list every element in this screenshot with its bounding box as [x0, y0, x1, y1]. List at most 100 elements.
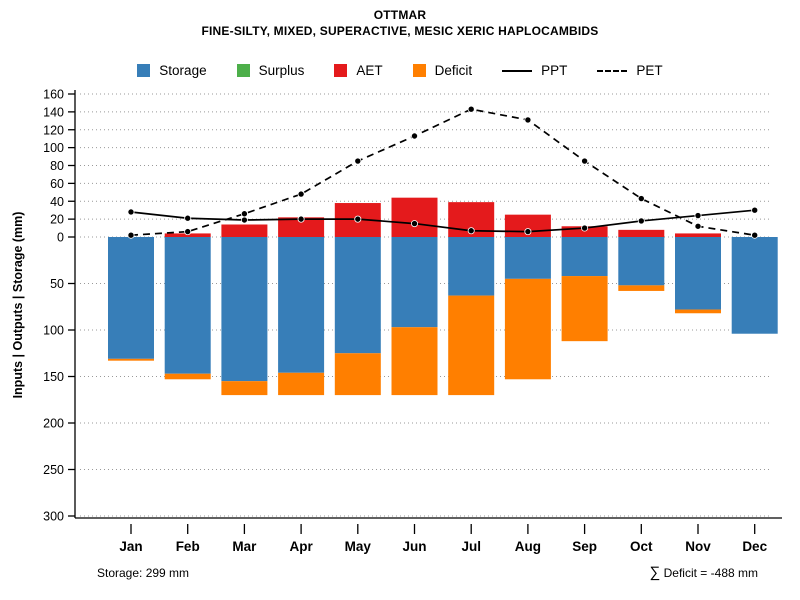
legend-item-pet: PET: [597, 63, 663, 78]
x-axis: Jan Feb Mar Apr May Jun Jul Aug Sep Oct Nov Dec: [75, 517, 782, 554]
aet-bar: [618, 229, 665, 237]
ppt-marker: [637, 217, 645, 225]
pet-marker: [637, 195, 645, 203]
ppt-marker: [297, 215, 305, 223]
ppt-swatch-icon: [502, 69, 533, 72]
storage-bar: [675, 237, 721, 310]
y-tick-label: 100: [43, 324, 64, 338]
y-tick-label: 160: [43, 88, 64, 102]
ppt-line: [127, 206, 759, 236]
storage-bar: [391, 237, 438, 328]
y-tick-label: 100: [43, 141, 64, 155]
deficit-bar: [618, 285, 665, 291]
y-tick-label: 60: [50, 177, 64, 191]
y-axis-ticks: 0 20 40 60 80 100 120 140 160 50 100 150 200 250 300: [43, 88, 75, 524]
y-tick-label: 20: [50, 213, 64, 227]
aet-bar: [561, 226, 608, 237]
pet-marker: [354, 157, 362, 165]
deficit-bar: [278, 372, 325, 396]
legend-label: Surplus: [258, 63, 305, 78]
pet-marker: [184, 228, 192, 236]
pet-marker: [694, 222, 702, 230]
legend-label: AET: [356, 63, 383, 78]
legend-item-surplus: Surplus: [236, 63, 305, 78]
storage-bar: [448, 237, 495, 296]
x-tick-label-jul: Jul: [461, 539, 481, 554]
ppt-marker: [240, 216, 248, 224]
pet-marker: [524, 116, 532, 124]
y-tick-label: 0: [57, 231, 64, 245]
y-axis: 0 20 40 60 80 100 120 140 160 50 100 150 200 250 300 In…: [11, 88, 76, 524]
pet-marker: [581, 157, 589, 165]
x-tick-label-nov: Nov: [685, 539, 711, 554]
ppt-marker: [127, 208, 135, 216]
aet-swatch-icon: [334, 64, 348, 77]
legend-label: Storage: [159, 63, 207, 78]
ppt-marker: [524, 228, 532, 236]
legend-item-aet: AET: [334, 63, 383, 78]
y-tick-label: 140: [43, 105, 64, 119]
aet-bar: [278, 217, 325, 237]
legend-label: PPT: [541, 63, 568, 78]
legend-item-deficit: Deficit: [412, 63, 473, 78]
deficit-swatch-icon: [412, 64, 426, 77]
deficit-bar: [561, 276, 608, 342]
chart-subtitle: FINE-SILTY, MIXED, SUPERACTIVE, MESIC XE…: [201, 24, 599, 38]
storage-bar: [618, 237, 665, 286]
storage-bar: [731, 237, 778, 334]
deficit-bar: [504, 278, 551, 380]
pet-marker: [297, 190, 305, 198]
storage-bar: [334, 237, 381, 354]
x-tick-label-oct: Oct: [630, 539, 653, 554]
y-tick-label: 40: [50, 195, 64, 209]
pet-marker: [240, 210, 248, 218]
deficit-bar: [108, 358, 154, 361]
y-tick-label: 250: [43, 463, 64, 477]
surplus-swatch-icon: [236, 64, 250, 77]
sigma-symbol: ∑: [649, 564, 661, 581]
deficit-bar: [448, 295, 495, 396]
y-tick-label: 50: [50, 277, 64, 291]
pet-marker: [127, 231, 135, 239]
title-block: OTTMAR FINE-SILTY, MIXED, SUPERACTIVE, M…: [0, 8, 800, 38]
x-tick-label-apr: Apr: [289, 539, 313, 554]
deficit-bar: [675, 309, 721, 314]
legend-label: Deficit: [434, 63, 473, 78]
storage-bar: [108, 237, 154, 359]
aet-bar: [675, 233, 721, 237]
x-tick-label-jan: Jan: [119, 539, 142, 554]
pet-marker: [751, 231, 759, 239]
aet-bar: [391, 197, 438, 237]
storage-bar: [221, 237, 268, 382]
legend-item-storage: Storage: [137, 63, 207, 78]
pet-swatch-icon: [597, 69, 628, 72]
chart-legend: Storage Surplus AET Deficit PPT PET: [0, 63, 800, 78]
bars: [108, 197, 778, 396]
ppt-marker: [354, 215, 362, 223]
chart-title: OTTMAR: [373, 8, 427, 22]
y-tick-label: 150: [43, 370, 64, 384]
deficit-bar: [334, 353, 381, 396]
ppt-marker: [410, 220, 418, 228]
deficit-bar: [164, 373, 211, 380]
x-tick-label-dec: Dec: [742, 539, 767, 554]
ppt-marker: [581, 224, 589, 232]
pet-marker: [467, 105, 475, 113]
x-tick-label-feb: Feb: [176, 539, 200, 554]
x-tick-label-sep: Sep: [572, 539, 597, 554]
aet-bar: [221, 224, 268, 237]
deficit-sum-note: ∑ Deficit = -488 mm: [650, 564, 758, 581]
deficit-sum-text: Deficit = -488 mm: [660, 566, 758, 580]
storage-swatch-icon: [137, 64, 151, 77]
x-tick-label-jun: Jun: [402, 539, 426, 554]
storage-bar: [164, 237, 211, 374]
y-tick-label: 120: [43, 123, 64, 137]
y-tick-label: 300: [43, 510, 64, 524]
ppt-marker: [467, 227, 475, 235]
aet-bar: [164, 233, 211, 237]
storage-bar: [504, 237, 551, 279]
x-tick-label-mar: Mar: [232, 539, 257, 554]
y-tick-label: 200: [43, 417, 64, 431]
x-tick-label-may: May: [345, 539, 372, 554]
